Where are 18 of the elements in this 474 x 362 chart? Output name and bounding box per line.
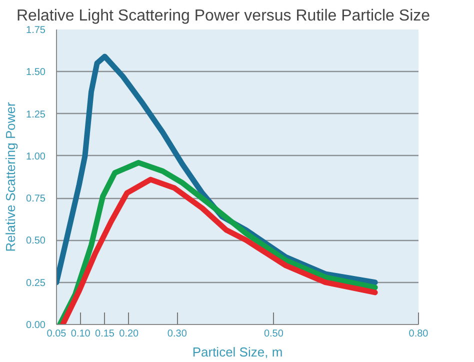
x-tick-label: 0.50 xyxy=(264,328,284,340)
y-tick-label: 0.00 xyxy=(26,320,46,331)
y-tick-label: 1.25 xyxy=(26,109,46,120)
y-tick-label: 1.00 xyxy=(26,151,46,162)
x-tick-label: 0.05 xyxy=(46,328,67,340)
chart-title: Relative Light Scattering Power versus Rutile Particle Size xyxy=(16,8,430,24)
x-tick-label: 0.20 xyxy=(119,328,140,340)
y-tick-label: 0.25 xyxy=(26,278,46,289)
x-tick-label: 0.80 xyxy=(408,328,429,340)
y-axis-title: Relative Scattering Power xyxy=(3,102,18,252)
y-tick-label: 0.75 xyxy=(26,194,46,205)
y-tick-label: 0.50 xyxy=(26,236,46,247)
y-tick-label: 1.50 xyxy=(26,67,46,78)
x-tick-label: 0.30 xyxy=(167,328,188,340)
y-tick-label: 1.75 xyxy=(26,25,46,36)
x-tick-label: 0.15 xyxy=(95,328,115,340)
x-tick-label: 0.10 xyxy=(70,328,91,340)
x-axis-title: Particel Size, m xyxy=(192,344,283,360)
